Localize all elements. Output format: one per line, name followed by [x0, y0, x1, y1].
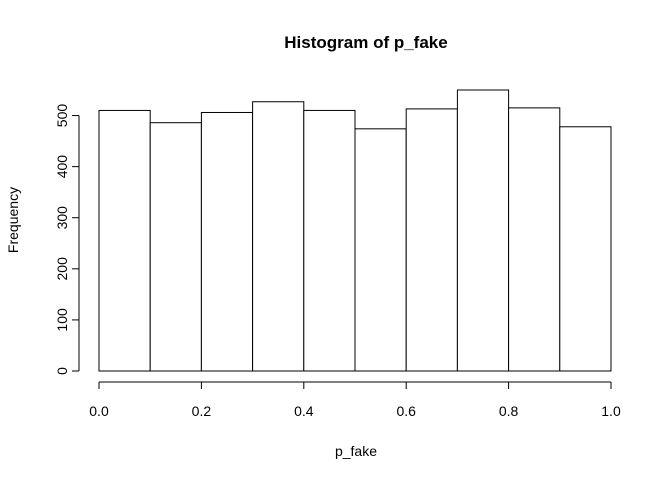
- histogram-bar: [252, 101, 305, 372]
- y-tick-label: 300: [54, 206, 70, 230]
- y-tick-label: 100: [54, 308, 70, 332]
- histogram-bar: [354, 128, 407, 372]
- y-tick-label: 0: [54, 367, 70, 375]
- y-tick-label: 400: [54, 155, 70, 179]
- histogram-bar: [559, 126, 612, 372]
- chart-title: Histogram of p_fake: [284, 33, 447, 52]
- y-tick-label: 500: [54, 104, 70, 128]
- x-axis: 0.0 0.2 0.4 0.6 0.8 1.0: [89, 381, 621, 419]
- histogram-bar: [149, 122, 202, 372]
- y-axis-label: Frequency: [5, 187, 21, 253]
- histogram-bar: [98, 109, 151, 372]
- histogram-bars: [98, 89, 612, 372]
- x-tick-label: 0.0: [89, 403, 109, 419]
- histogram-bar: [405, 108, 458, 372]
- y-axis: 0 100 200 300 400 500: [54, 104, 80, 375]
- x-tick-label: 1.0: [601, 403, 621, 419]
- histogram-bar: [508, 107, 561, 372]
- x-tick-label: 0.2: [192, 403, 212, 419]
- histogram-bar: [456, 89, 510, 372]
- y-tick-label: 200: [54, 257, 70, 281]
- x-axis-label: p_fake: [335, 443, 377, 459]
- histogram-bar: [200, 111, 254, 372]
- histogram-bar: [303, 109, 356, 372]
- x-tick-label: 0.6: [396, 403, 416, 419]
- x-tick-label: 0.4: [294, 403, 314, 419]
- x-tick-label: 0.8: [499, 403, 519, 419]
